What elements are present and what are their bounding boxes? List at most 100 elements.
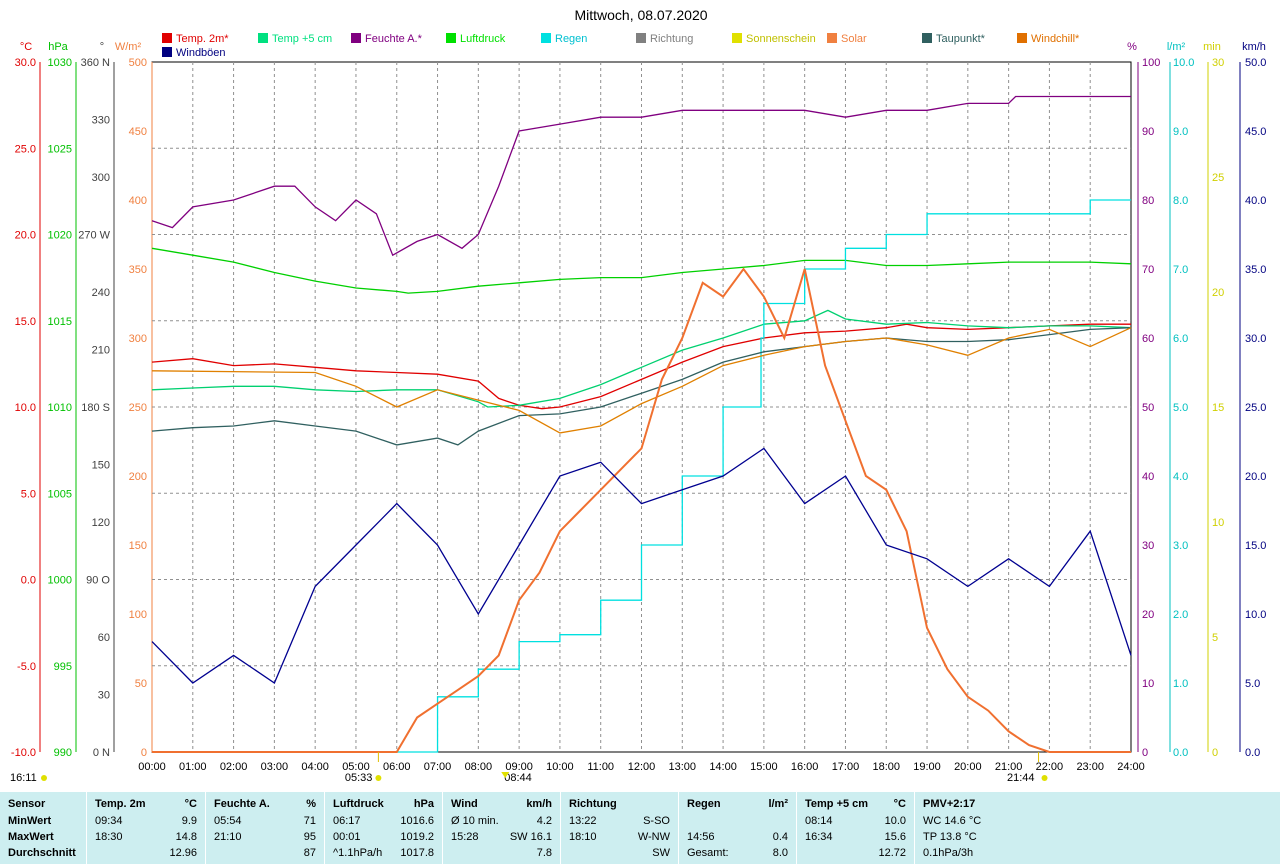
x-label-19: 19:00 <box>913 761 941 773</box>
sunset-label: 21:44 <box>1007 772 1035 784</box>
chart-series <box>151 95 1132 753</box>
series-line-5 <box>151 327 1132 446</box>
axis-wind-tick-6: 20.0 <box>1245 471 1266 483</box>
stats-temp2m: Temp. 2m °C 09:34 9.9 18:30 14.8 12.96 <box>87 792 206 864</box>
stats-pmv-header: PMV+2:17 <box>923 798 976 810</box>
axis-sun-tick-6: 0 <box>1212 747 1218 759</box>
axis-wind-tick-2: 40.0 <box>1245 195 1266 207</box>
axis-dir-tick-12: 0 N <box>93 747 110 759</box>
legend-label-5: Richtung <box>650 33 693 45</box>
stats-row-avg: Durchschnitt <box>8 847 76 859</box>
axis-dir-tick-1: 330 <box>92 115 110 127</box>
legend-label-7: Solar <box>841 33 867 45</box>
x-label-13: 13:00 <box>669 761 697 773</box>
stats-feuchte-value-1: 95 <box>303 831 316 843</box>
stats-regen-time-1: 14:56 <box>687 831 715 843</box>
stats-wind-value-1: SW 16.1 <box>509 831 552 843</box>
x-label-9: 09:00 <box>505 761 533 773</box>
stats-temp2m-value-2: 12.96 <box>169 847 197 859</box>
stats-luftdruck-value-0: 1016.6 <box>400 815 434 827</box>
series-line-1 <box>151 309 1132 408</box>
axis-press-tick-3: 1015 <box>48 316 72 328</box>
stats-luftdruck-header: Luftdruck <box>333 798 384 810</box>
stats-sensor: Sensor MinWert MaxWert Durchschnitt <box>0 792 87 864</box>
legend-label-9: Windchill* <box>1031 33 1080 45</box>
axis-sun-tick-2: 20 <box>1212 287 1224 299</box>
legend-swatch-2 <box>351 33 361 43</box>
axis-dir-tick-7: 150 <box>92 460 110 472</box>
stats-feuchte-time-0: 05:54 <box>214 815 242 827</box>
x-label-1: 01:00 <box>179 761 207 773</box>
x-label-20: 20:00 <box>954 761 982 773</box>
stats-wind-header: Wind <box>451 798 478 810</box>
axis-dir-tick-8: 120 <box>92 517 110 529</box>
legend-swatch-1 <box>258 33 268 43</box>
axis-solar-tick-7: 150 <box>129 540 147 552</box>
x-label-4: 04:00 <box>301 761 329 773</box>
axis-wind-tick-0: 50.0 <box>1245 57 1266 69</box>
chart-legend: Temp. 2m* Temp +5 cm Feuchte A.* Luftdruck R… <box>162 33 1080 59</box>
x-axis-labels: 00:00 01:00 02:00 03:00 04:00 05:00 06:00 07:00… <box>138 761 1145 773</box>
axis-dir-tick-4: 240 <box>92 287 110 299</box>
stats-luftdruck-value-2: 1017.8 <box>400 847 434 859</box>
axis-temp-tick-0: 30.0 <box>15 57 36 69</box>
x-label-8: 08:00 <box>465 761 493 773</box>
axis-solar-tick-10: 0 <box>141 747 147 759</box>
x-label-6: 06:00 <box>383 761 411 773</box>
stats-temp5cm-value-2: 12.72 <box>878 847 906 859</box>
x-label-21: 21:00 <box>995 761 1023 773</box>
x-label-5: 05:00 <box>342 761 370 773</box>
axis-unit-press: hPa <box>48 41 68 53</box>
stats-pmv: PMV+2:17 WC 14.6 °C TP 13.8 °C 0.1hPa/3h <box>915 792 1280 864</box>
stats-luftdruck-unit: hPa <box>413 798 434 810</box>
axis-hum-tick-0: 100 <box>1142 57 1160 69</box>
axis-solar-tick-0: 500 <box>129 57 147 69</box>
axis-unit-rain: l/m² <box>1167 41 1186 53</box>
axis-wind-tick-8: 10.0 <box>1245 609 1266 621</box>
stats-feuchte-value-0: 71 <box>303 815 316 827</box>
axis-rain-tick-3: 7.0 <box>1173 264 1188 276</box>
axis-solar-tick-2: 400 <box>129 195 147 207</box>
series-line-2 <box>151 95 1131 257</box>
axis-hum-tick-8: 20 <box>1142 609 1154 621</box>
stats-regen-value-1: 0.4 <box>772 831 788 843</box>
sunrise-icon <box>375 775 382 781</box>
legend-swatch-7 <box>827 33 837 43</box>
stats-regen-unit: l/m² <box>768 798 788 810</box>
axis-press-tick-6: 1000 <box>48 575 72 587</box>
axis-rain-tick-10: 0.0 <box>1173 747 1188 759</box>
stats-row-max: MaxWert <box>8 831 54 843</box>
chart-axes: 30.025.020.015.010.05.00.0-5.0-10.010301… <box>11 41 1267 759</box>
axis-dir-tick-3: 270 W <box>78 230 110 242</box>
chart-title: Mittwoch, 08.07.2020 <box>574 7 707 23</box>
stats-richtung: Richtung 13:22 S-SO 18:10 W-NW SW <box>561 792 679 864</box>
stats-temp2m-unit: °C <box>184 798 197 810</box>
stats-sensor-header: Sensor <box>8 798 46 810</box>
axis-rain-tick-1: 9.0 <box>1173 126 1188 138</box>
stats-wind-time-1: 15:28 <box>451 831 479 843</box>
stats-richtung-value-2: SW <box>652 847 670 859</box>
legend-swatch-3 <box>446 33 456 43</box>
axis-wind-tick-4: 30.0 <box>1245 333 1266 345</box>
stats-richtung-time-1: 18:10 <box>569 831 597 843</box>
legend-label-6: Sonnenschein <box>746 33 816 45</box>
legend-label-0: Temp. 2m* <box>176 33 229 45</box>
axis-sun-tick-1: 25 <box>1212 172 1224 184</box>
x-label-10: 10:00 <box>546 761 574 773</box>
axis-sun-tick-3: 15 <box>1212 402 1224 414</box>
axis-unit-hum: % <box>1127 41 1137 53</box>
axis-dir-tick-5: 210 <box>92 345 110 357</box>
legend-swatch-0 <box>162 33 172 43</box>
axis-dir-tick-0: 360 N <box>81 57 110 69</box>
axis-rain-tick-2: 8.0 <box>1173 195 1188 207</box>
axis-sun-tick-4: 10 <box>1212 517 1224 529</box>
stats-richtung-header: Richtung <box>569 798 617 810</box>
stats-temp5cm-value-1: 15.6 <box>884 831 906 843</box>
stats-regen: Regen l/m² 14:56 0.4 Gesamt: 8.0 <box>679 792 797 864</box>
series-line-0 <box>151 323 1131 410</box>
x-label-22: 22:00 <box>1036 761 1064 773</box>
series-line-8 <box>151 447 1132 684</box>
stats-luftdruck-time-1: 00:01 <box>333 831 361 843</box>
stats-regen-value-2: 8.0 <box>772 847 788 859</box>
axis-rain-tick-9: 1.0 <box>1173 678 1188 690</box>
